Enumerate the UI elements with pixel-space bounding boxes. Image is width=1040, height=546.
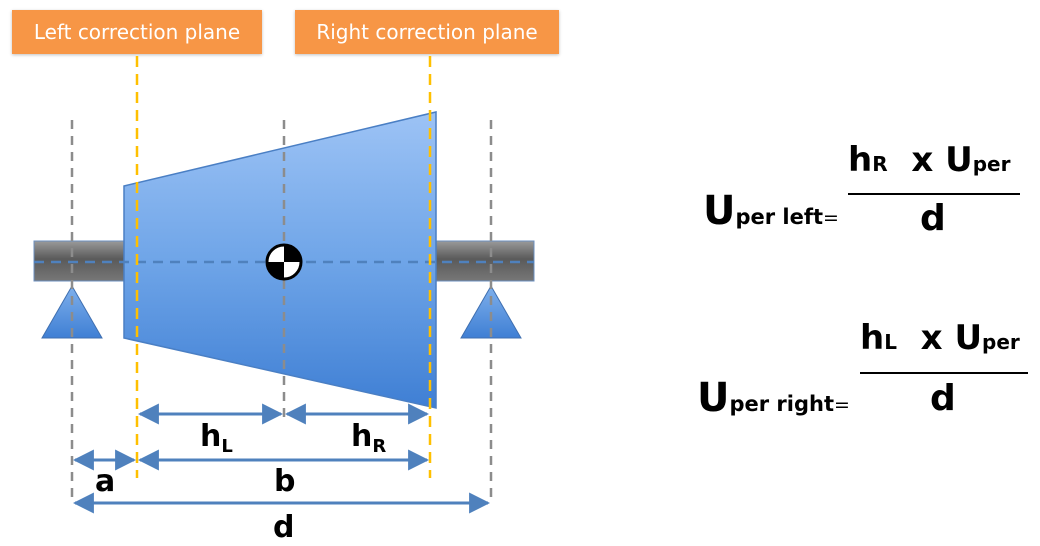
formula-right-numerator: hL x Uper xyxy=(860,318,1020,358)
formula-left-lhs: Uper left= xyxy=(703,188,839,234)
formula-left-numerator: hR x Uper xyxy=(848,140,1011,180)
a-label: a xyxy=(95,464,115,499)
d-label: d xyxy=(273,510,294,545)
hR-label: hR xyxy=(351,419,386,457)
left-shaft xyxy=(33,240,127,282)
right-correction-plane-label: Right correction plane xyxy=(295,10,559,54)
b-label: b xyxy=(274,464,295,499)
left-correction-plane-label: Left correction plane xyxy=(12,10,262,54)
formula-right-fraction-line xyxy=(860,372,1028,374)
formula-left-denominator: d xyxy=(920,198,946,239)
formula-right-denominator: d xyxy=(930,378,956,419)
center-of-mass-icon xyxy=(265,243,303,281)
formula-left-fraction-line xyxy=(848,193,1020,195)
hL-label: hL xyxy=(200,419,233,457)
formula-right-lhs: Uper right= xyxy=(697,375,850,421)
